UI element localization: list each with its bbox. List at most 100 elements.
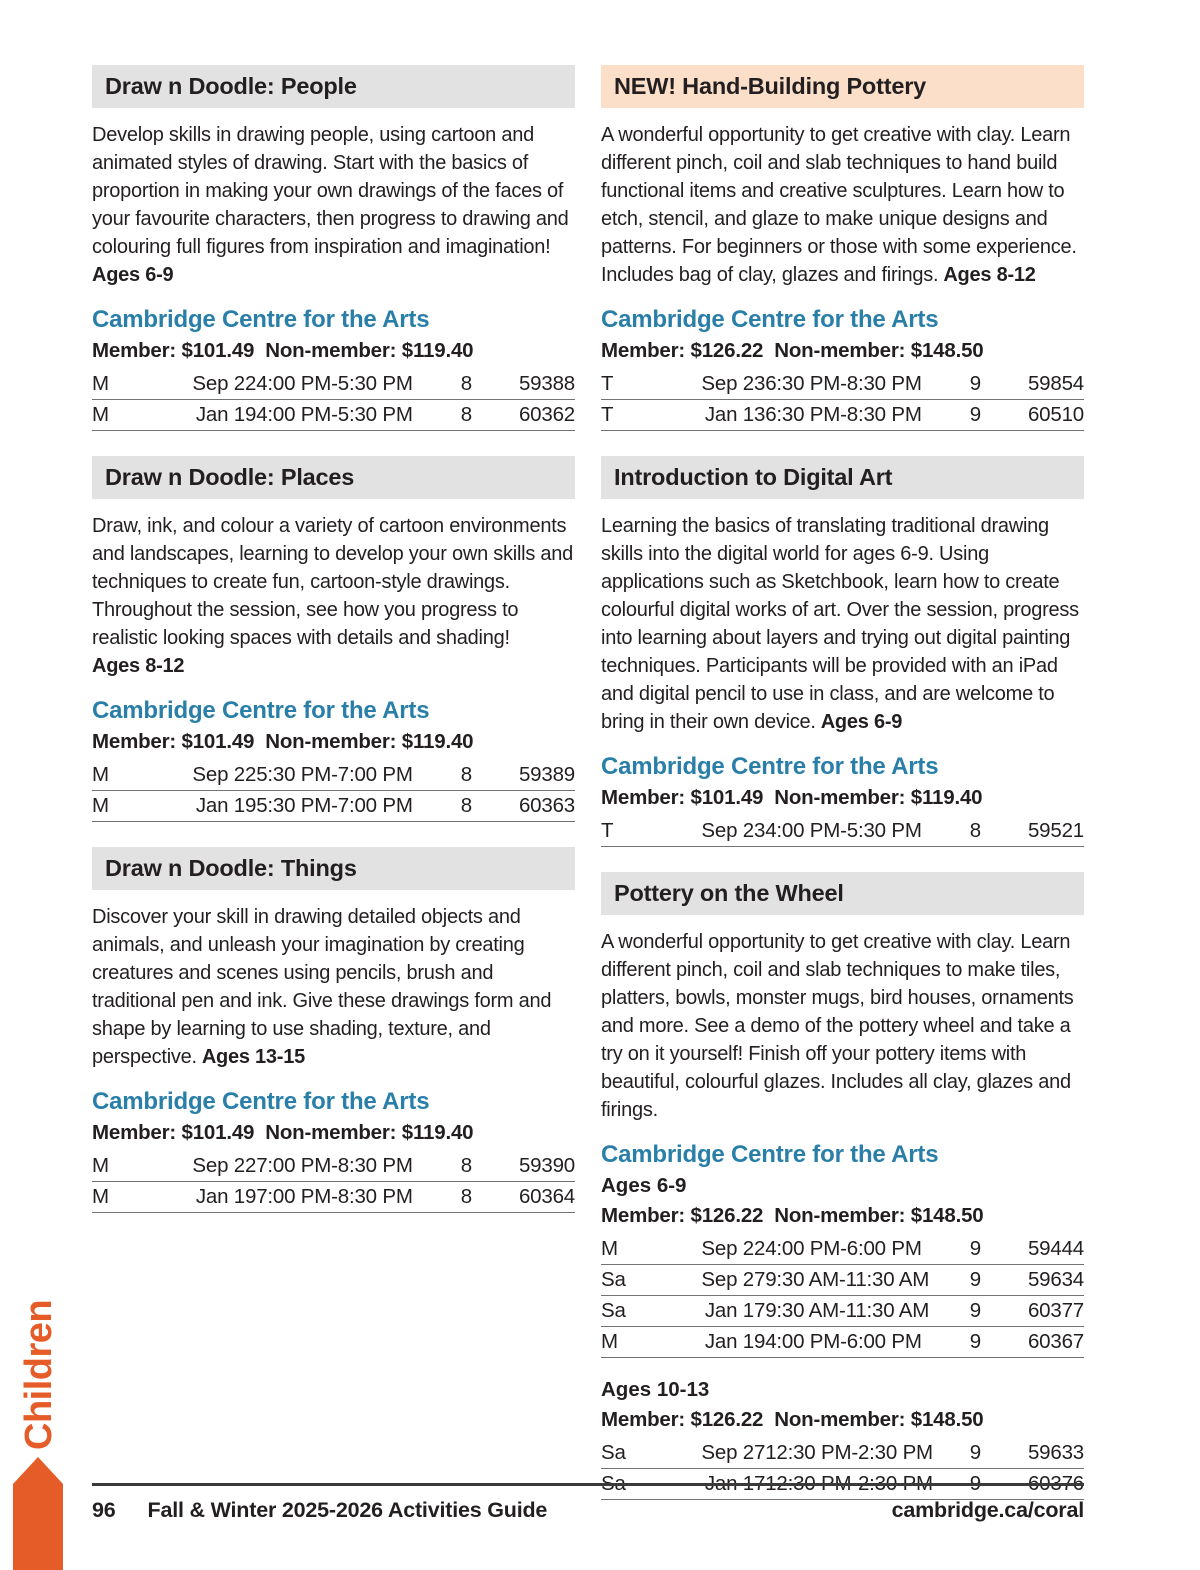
program-section: Draw n Doodle: Places Draw, ink, and colo… bbox=[92, 456, 575, 822]
schedule-time-cell: 4:00 PM-6:00 PM bbox=[765, 1237, 922, 1260]
venue-heading: Cambridge Centre for the Arts bbox=[601, 306, 939, 333]
schedule-time-cell: 4:00 PM-5:30 PM bbox=[256, 403, 413, 426]
section-description: A wonderful opportunity to get creative … bbox=[601, 121, 1084, 289]
schedule-sessions-cell: 9 bbox=[969, 1441, 981, 1464]
schedule-time-cell: 4:00 PM-5:30 PM bbox=[256, 372, 413, 395]
sidebar-tab-children: Children bbox=[18, 1299, 60, 1450]
schedule-time-cell: 5:30 PM-7:00 PM bbox=[256, 794, 413, 817]
schedule-sessions-cell: 9 bbox=[969, 372, 981, 395]
schedule-code-cell: 59388 bbox=[518, 372, 575, 395]
schedule-sessions-cell: 8 bbox=[460, 1154, 472, 1177]
schedule-day-cell: T bbox=[601, 819, 614, 842]
venue-heading: Cambridge Centre for the Arts bbox=[92, 697, 430, 724]
schedule-sessions-cell: 8 bbox=[460, 372, 472, 395]
section-title-bar: Draw n Doodle: Places bbox=[92, 456, 575, 499]
schedule-table: Sa Sep 27 12:30 PM-2:30 PM 9 59633 Sa Jan 17 12… bbox=[601, 1438, 1084, 1500]
pricing-line: Member: $126.22 Non-member: $148.50 bbox=[601, 1408, 984, 1431]
table-row: T Jan 13 6:30 PM-8:30 PM 9 60510 bbox=[601, 400, 1084, 431]
description-text: Develop skills in drawing people, using … bbox=[92, 124, 569, 258]
section-title: Draw n Doodle: Things bbox=[105, 855, 357, 881]
table-row: M Jan 19 7:00 PM-8:30 PM 8 60364 bbox=[92, 1182, 575, 1213]
table-row: M Sep 22 4:00 PM-6:00 PM 9 59444 bbox=[601, 1234, 1084, 1265]
schedule-time-cell: 6:30 PM-8:30 PM bbox=[765, 372, 922, 395]
footer-rule bbox=[92, 1483, 1084, 1486]
section-description: Draw, ink, and colour a variety of carto… bbox=[92, 512, 575, 680]
table-row: T Sep 23 6:30 PM-8:30 PM 9 59854 bbox=[601, 369, 1084, 400]
schedule-date-cell: Sep 22 bbox=[192, 372, 257, 395]
description-text: Learning the basics of translating tradi… bbox=[601, 515, 1079, 733]
section-title-bar: Draw n Doodle: People bbox=[92, 65, 575, 108]
schedule-date-cell: Jan 19 bbox=[704, 1330, 766, 1353]
schedule-day-cell: M bbox=[92, 372, 109, 395]
schedule-day-cell: T bbox=[601, 403, 614, 426]
schedule-day-cell: M bbox=[92, 1185, 109, 1208]
schedule-sessions-cell: 9 bbox=[969, 1330, 981, 1353]
left-column: Draw n Doodle: People Develop skills in d… bbox=[92, 65, 575, 1525]
section-title: Draw n Doodle: People bbox=[105, 73, 357, 99]
section-title: Draw n Doodle: Places bbox=[105, 464, 355, 490]
venue-heading: Cambridge Centre for the Arts bbox=[601, 753, 939, 780]
schedule-date-cell: Sep 27 bbox=[701, 1441, 766, 1464]
schedule-table: M Sep 22 5:30 PM-7:00 PM 8 59389 M Jan 19 5:30 … bbox=[92, 760, 575, 822]
table-row: Sa Sep 27 9:30 AM-11:30 AM 9 59634 bbox=[601, 1265, 1084, 1296]
schedule-sessions-cell: 8 bbox=[969, 819, 981, 842]
schedule-day-cell: Sa bbox=[601, 1268, 626, 1291]
pricing-line: Member: $126.22 Non-member: $148.50 bbox=[601, 339, 984, 362]
schedule-day-cell: T bbox=[601, 372, 614, 395]
schedule-date-cell: Sep 23 bbox=[701, 819, 766, 842]
section-title: Pottery on the Wheel bbox=[614, 880, 844, 906]
description-text: Draw, ink, and colour a variety of carto… bbox=[92, 515, 574, 649]
table-row: M Jan 19 4:00 PM-5:30 PM 8 60362 bbox=[92, 400, 575, 431]
footer-guide-title: Fall & Winter 2025-2026 Activities Guide bbox=[147, 1498, 548, 1522]
schedule-date-cell: Sep 23 bbox=[701, 372, 766, 395]
schedule-group: Ages 6-9 Member: $126.22 Non-member: $148… bbox=[601, 1172, 1084, 1358]
schedule-day-cell: M bbox=[601, 1237, 618, 1260]
section-description: Develop skills in drawing people, using … bbox=[92, 121, 575, 289]
schedule-time-cell: 4:00 PM-5:30 PM bbox=[765, 819, 922, 842]
description-text: Discover your skill in drawing detailed … bbox=[92, 906, 552, 1068]
schedule-code-cell: 59634 bbox=[1027, 1268, 1084, 1291]
schedule-day-cell: M bbox=[92, 403, 109, 426]
section-title-bar: NEW! Hand-Building Pottery bbox=[601, 65, 1084, 108]
schedule-code-cell: 60367 bbox=[1027, 1330, 1084, 1353]
schedule-table: T Sep 23 6:30 PM-8:30 PM 9 59854 T Jan 13 6:30 … bbox=[601, 369, 1084, 431]
right-column: NEW! Hand-Building Pottery A wonderful op… bbox=[601, 65, 1084, 1525]
schedule-day-cell: Sa bbox=[601, 1441, 626, 1464]
section-title: Introduction to Digital Art bbox=[614, 464, 893, 490]
pricing-line: Member: $101.49 Non-member: $119.40 bbox=[92, 730, 474, 753]
schedule-code-cell: 60364 bbox=[518, 1185, 575, 1208]
schedule-day-cell: M bbox=[92, 1154, 109, 1177]
schedule-code-cell: 60510 bbox=[1027, 403, 1084, 426]
footer-page-number: 96 bbox=[92, 1498, 116, 1522]
schedule-sessions-cell: 8 bbox=[460, 794, 472, 817]
schedule-table: T Sep 23 4:00 PM-5:30 PM 8 59521 bbox=[601, 816, 1084, 847]
schedule-code-cell: 60363 bbox=[518, 794, 575, 817]
table-row: M Jan 19 4:00 PM-6:00 PM 9 60367 bbox=[601, 1327, 1084, 1358]
schedule-code-cell: 59854 bbox=[1027, 372, 1084, 395]
section-description: A wonderful opportunity to get creative … bbox=[601, 928, 1084, 1124]
schedule-code-cell: 59633 bbox=[1027, 1441, 1084, 1464]
schedule-date-cell: Jan 19 bbox=[195, 403, 257, 426]
schedule-date-cell: Sep 22 bbox=[701, 1237, 766, 1260]
schedule-table: M Sep 22 4:00 PM-6:00 PM 9 59444 Sa Sep 27 9:30… bbox=[601, 1234, 1084, 1358]
schedule-group: Member: $101.49 Non-member: $119.40 M Sep … bbox=[92, 337, 575, 431]
schedule-day-cell: M bbox=[92, 794, 109, 817]
venue-heading: Cambridge Centre for the Arts bbox=[92, 306, 430, 333]
schedule-group: Member: $101.49 Non-member: $119.40 M Sep … bbox=[92, 1119, 575, 1213]
program-section: Pottery on the Wheel A wonderful opportun… bbox=[601, 872, 1084, 1500]
program-section: Introduction to Digital Art Learning the … bbox=[601, 456, 1084, 847]
schedule-time-cell: 4:00 PM-6:00 PM bbox=[765, 1330, 922, 1353]
group-ages-label: Ages 10-13 bbox=[601, 1378, 710, 1401]
venue-heading: Cambridge Centre for the Arts bbox=[92, 1088, 430, 1115]
description-text: A wonderful opportunity to get creative … bbox=[601, 931, 1074, 1121]
schedule-code-cell: 59390 bbox=[518, 1154, 575, 1177]
schedule-sessions-cell: 9 bbox=[969, 1299, 981, 1322]
schedule-sessions-cell: 9 bbox=[969, 403, 981, 426]
schedule-sessions-cell: 8 bbox=[460, 763, 472, 786]
ages-label: Ages 6-9 bbox=[92, 264, 174, 286]
schedule-group: Ages 10-13 Member: $126.22 Non-member: $1… bbox=[601, 1376, 1084, 1500]
table-row: M Sep 22 5:30 PM-7:00 PM 8 59389 bbox=[92, 760, 575, 791]
schedule-time-cell: 5:30 PM-7:00 PM bbox=[256, 763, 413, 786]
schedule-group: Member: $101.49 Non-member: $119.40 T Sep … bbox=[601, 784, 1084, 847]
schedule-time-cell: 12:30 PM-2:30 PM bbox=[765, 1441, 933, 1464]
